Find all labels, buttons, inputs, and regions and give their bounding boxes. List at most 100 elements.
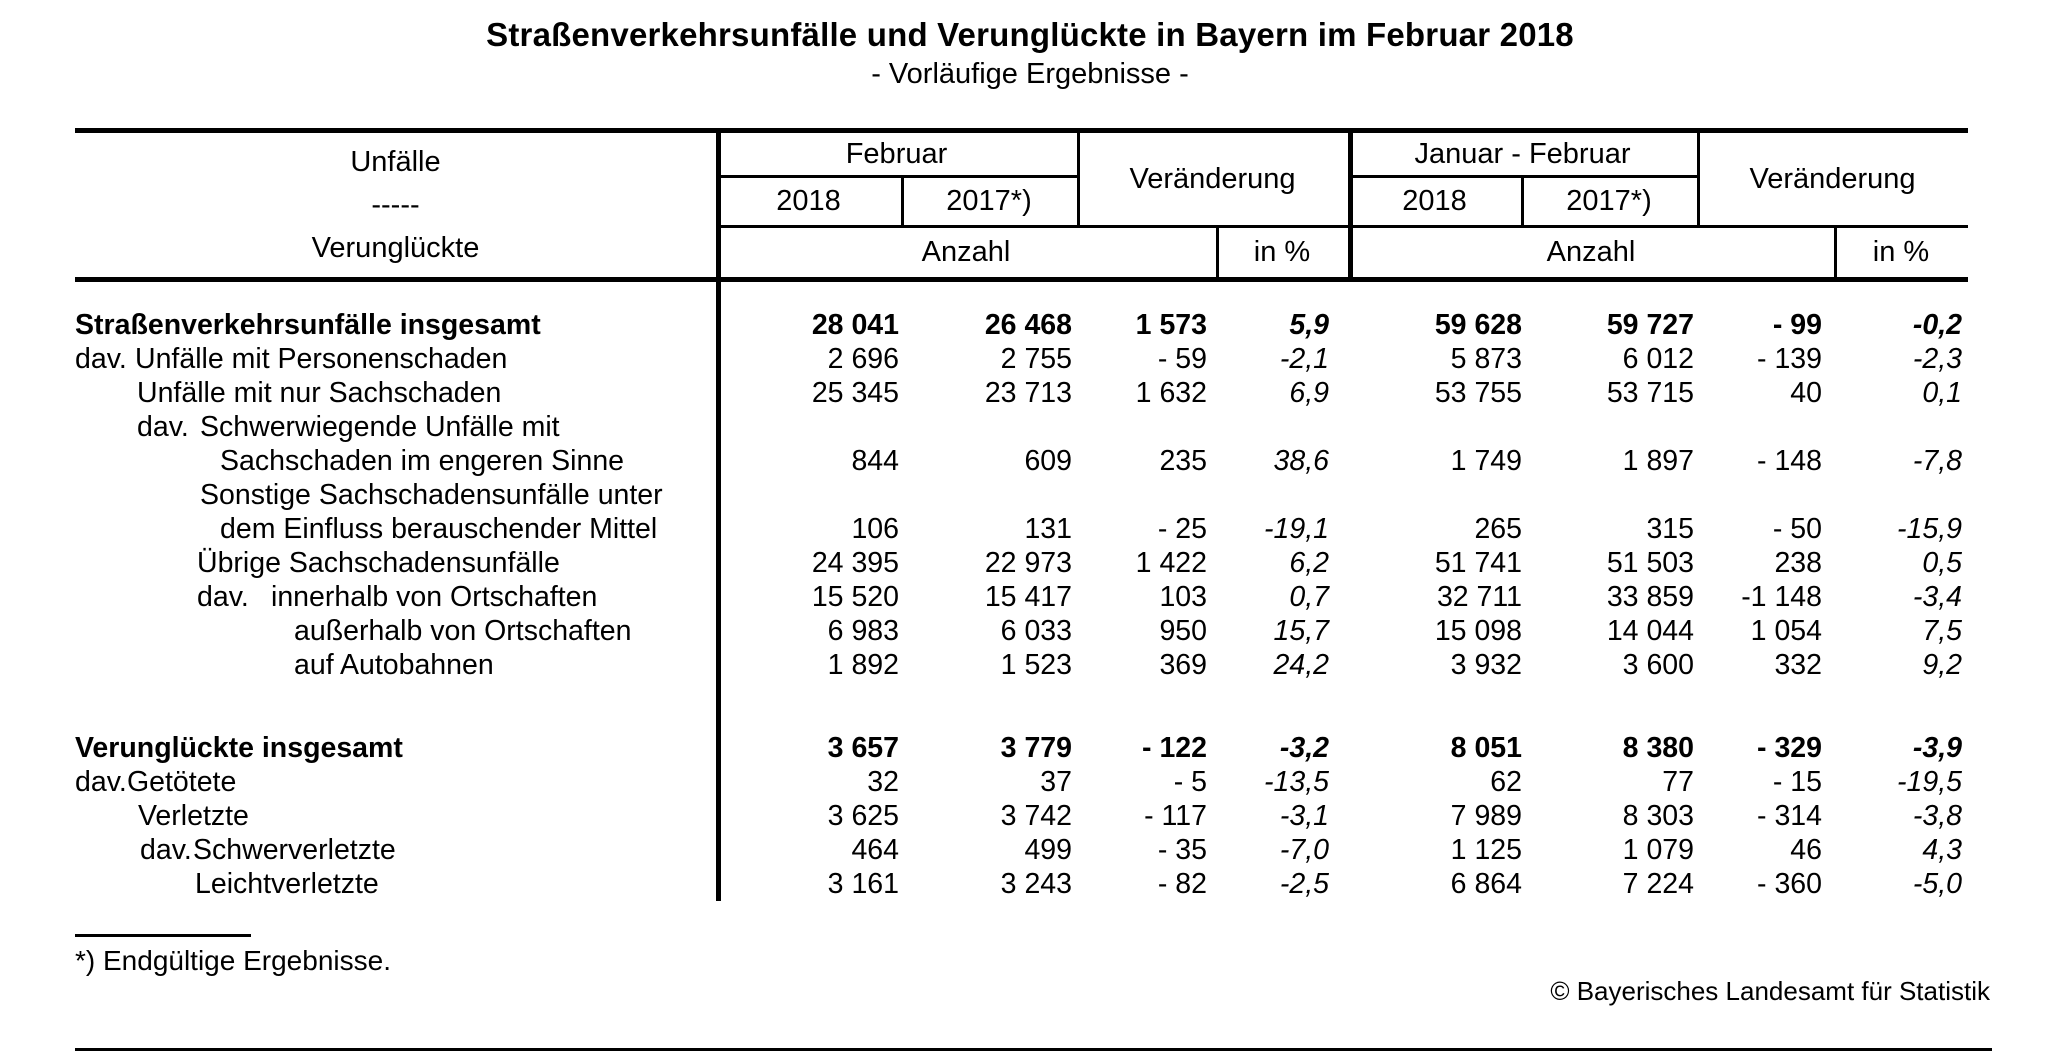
row-label: auf Autobahnen: [75, 648, 716, 682]
value-janfeb-2017: 14 044: [1606, 615, 1694, 647]
value-janfeb-2018: 59 628: [1434, 309, 1522, 341]
footnote: *) Endgültige Ergebnisse.: [75, 945, 391, 976]
table-row: Sachschaden im engeren Sinne 844 609 235…: [75, 444, 1968, 478]
value-feb-2017: 609: [1024, 445, 1072, 477]
value-change-abs-1: 103: [1159, 581, 1207, 613]
table-row: Verunglückte insgesamt 3 657 3 779 - 122…: [75, 731, 1968, 765]
row-label: Straßenverkehrsunfälle insgesamt: [75, 308, 716, 342]
value-change-pct-1: -3,2: [1279, 732, 1329, 764]
value-change-abs-1: - 25: [1157, 513, 1207, 545]
row-label: Sonstige Sachschadensunfälle unter: [75, 478, 716, 512]
value-change-abs-2: - 99: [1772, 309, 1822, 341]
header-group-veraenderung-2: Veränderung: [1749, 162, 1916, 195]
value-janfeb-2018: 3 932: [1450, 649, 1522, 681]
years-underline: [716, 225, 1968, 228]
value-change-pct-1: 0,7: [1289, 581, 1329, 613]
value-change-pct-1: 5,9: [1289, 309, 1329, 341]
value-change-pct-2: -3,8: [1912, 800, 1962, 832]
table-row: außerhalb von Ortschaften 6 983 6 033 95…: [75, 614, 1968, 648]
header-group-januar-februar: Januar - Februar: [1414, 137, 1631, 170]
value-change-abs-2: - 360: [1757, 868, 1822, 900]
value-janfeb-2017: 33 859: [1606, 581, 1694, 613]
value-feb-2018: 3 657: [827, 732, 899, 764]
row-label-prefix: dav.: [75, 343, 127, 375]
value-feb-2018: 3 161: [827, 868, 899, 900]
value-feb-2017: 499: [1024, 834, 1072, 866]
value-change-abs-1: 1 632: [1135, 377, 1207, 409]
value-change-abs-2: - 139: [1757, 343, 1822, 375]
februar-underline: [716, 175, 1077, 178]
table-row: dav. innerhalb von Ortschaften 15 520 15…: [75, 580, 1968, 614]
value-change-pct-1: 6,2: [1289, 547, 1329, 579]
value-janfeb-2017: 8 303: [1622, 800, 1694, 832]
value-janfeb-2018: 6 864: [1450, 868, 1522, 900]
value-change-abs-1: - 122: [1142, 732, 1207, 764]
header-measure-inpct-2: in %: [1872, 236, 1930, 268]
value-change-abs-1: 950: [1159, 615, 1207, 647]
row-label-text: Sachschaden im engeren Sinne: [220, 445, 625, 477]
value-janfeb-2018: 32 711: [1436, 581, 1522, 613]
value-change-pct-2: 0,1: [1922, 377, 1962, 409]
table-row: dav. Unfälle mit Personenschaden 2 696 2…: [75, 342, 1968, 376]
header-bottom-rule: [75, 277, 1968, 282]
value-change-abs-2: - 50: [1772, 513, 1822, 545]
row-label-prefix: dav.: [197, 581, 249, 613]
header-year-feb-2018: 2018: [776, 185, 841, 217]
value-feb-2017: 37: [1040, 766, 1072, 798]
value-change-abs-2: 46: [1790, 834, 1822, 866]
value-feb-2017: 26 468: [984, 309, 1072, 341]
value-change-abs-2: 40: [1790, 377, 1822, 409]
stub-divider: [716, 128, 721, 901]
table-row: dem Einfluss berauschender Mittel 106 13…: [75, 512, 1968, 546]
value-janfeb-2017: [1528, 410, 1700, 444]
value-feb-2018: 25 345: [811, 377, 899, 409]
value-change-abs-1: 1 573: [1135, 309, 1207, 341]
value-feb-2017: 3 779: [1000, 732, 1072, 764]
value-change-abs-2: - 329: [1757, 732, 1822, 764]
value-janfeb-2017: 1 897: [1622, 445, 1694, 477]
row-label-text: außerhalb von Ortschaften: [294, 615, 632, 647]
value-change-pct-2: 4,3: [1922, 834, 1962, 866]
feb-year-divider: [901, 175, 904, 225]
header-year-janfeb-2017: 2017*): [1566, 185, 1652, 217]
row-label-prefix: dav.: [137, 411, 189, 443]
row-label: dav. Schwerwiegende Unfälle mit: [75, 410, 716, 444]
value-janfeb-2017: 1 079: [1622, 834, 1694, 866]
value-feb-2017: 6 033: [1000, 615, 1072, 647]
value-change-pct-2: -0,2: [1912, 309, 1962, 341]
value-change-abs-2: 332: [1774, 649, 1822, 681]
value-change-abs-1: - 59: [1157, 343, 1207, 375]
value-feb-2017: 15 417: [984, 581, 1072, 613]
row-label: dav. Getötete: [75, 765, 716, 799]
value-change-abs-1: 1 422: [1135, 547, 1207, 579]
value-change-pct-1: [1213, 478, 1335, 512]
value-change-pct-2: -7,8: [1912, 445, 1962, 477]
value-change-pct-1: -13,5: [1264, 766, 1329, 798]
row-label: Verletzte: [75, 799, 716, 833]
value-change-abs-1: - 117: [1144, 800, 1207, 832]
value-change-pct-2: -3,9: [1912, 732, 1962, 764]
value-change-abs-2: [1700, 478, 1828, 512]
value-change-pct-1: 15,7: [1273, 615, 1329, 647]
stub-line-verungluckte: Verunglückte: [311, 231, 480, 264]
value-janfeb-2018: 265: [1474, 513, 1522, 545]
header-measure-anzahl-1: Anzahl: [921, 236, 1011, 268]
value-change-pct-1: -2,1: [1279, 343, 1329, 375]
table-body: Straßenverkehrsunfälle insgesamt 28 041 …: [75, 308, 1968, 901]
value-change-abs-1: [1078, 478, 1213, 512]
value-feb-2017: 131: [1024, 513, 1072, 545]
value-change-pct-1: -7,0: [1279, 834, 1329, 866]
header-group-februar: Februar: [845, 137, 948, 170]
value-change-pct-2: -5,0: [1912, 868, 1962, 900]
value-change-abs-2: - 15: [1772, 766, 1822, 798]
table-row: Straßenverkehrsunfälle insgesamt 28 041 …: [75, 308, 1968, 342]
value-change-abs-2: - 314: [1757, 800, 1822, 832]
value-janfeb-2018: 51 741: [1434, 547, 1522, 579]
value-change-pct-1: 6,9: [1289, 377, 1329, 409]
value-janfeb-2017: 3 600: [1622, 649, 1694, 681]
inpct2-divider: [1834, 225, 1837, 282]
value-feb-2018: 15 520: [811, 581, 899, 613]
table-row: Sonstige Sachschadensunfälle unter: [75, 478, 1968, 512]
value-change-pct-2: -2,3: [1912, 343, 1962, 375]
